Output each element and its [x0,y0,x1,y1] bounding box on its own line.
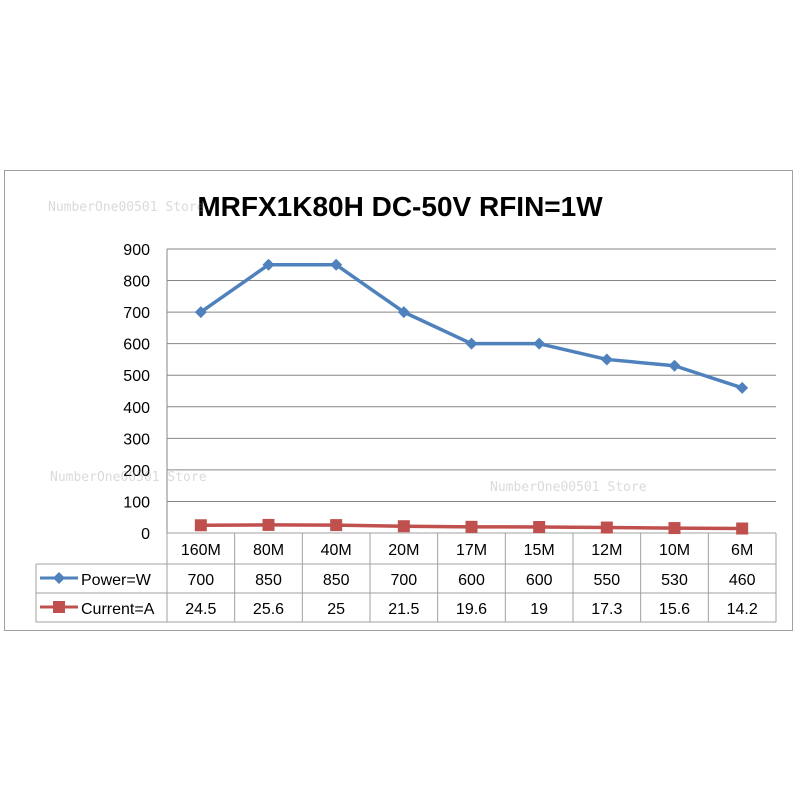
watermark: NumberOne00501 Store [48,200,205,215]
legend-diamond-marker [53,572,65,584]
table-value: 600 [526,572,553,589]
category-label: 12M [591,542,622,559]
category-label: 40M [321,542,352,559]
y-tick-label: 300 [123,431,150,448]
category-label: 160M [181,542,221,559]
table-value: 19 [530,601,548,618]
data-point-diamond [262,258,275,271]
data-point-square [465,520,478,533]
y-tick-label: 700 [123,305,150,322]
table-value: 850 [255,572,282,589]
series-line [199,263,743,390]
y-tick-label: 0 [141,526,150,543]
data-point-diamond [736,381,749,394]
data-point-diamond [397,306,410,319]
table-value: 25.6 [253,601,284,618]
y-tick-label: 600 [123,337,150,354]
y-tick-label: 100 [123,494,150,511]
category-label: 80M [253,542,284,559]
table-value: 460 [729,572,756,589]
y-tick-label: 500 [123,368,150,385]
table-value: 15.6 [659,601,690,618]
table-value: 530 [661,572,688,589]
y-tick-label: 400 [123,400,150,417]
data-point-diamond [194,306,207,319]
data-point-diamond [330,258,343,271]
table-value: 700 [390,572,417,589]
data-point-square [330,519,343,532]
table-value: 14.2 [727,601,758,618]
table-value: 700 [187,572,214,589]
table-value: 24.5 [185,601,216,618]
data-point-square [668,522,681,535]
category-label: 15M [524,542,555,559]
category-label: 20M [388,542,419,559]
chart-title: MRFX1K80H DC-50V RFIN=1W [197,191,603,222]
data-point-square [600,521,613,534]
table-value: 25 [327,601,345,618]
table-value: 600 [458,572,485,589]
legend-label: Current=A [81,601,155,618]
category-label: 17M [456,542,487,559]
y-tick-label: 200 [123,463,150,480]
data-point-square [262,518,275,531]
data-point-square [533,521,546,534]
legend-label: Power=W [81,572,152,589]
data-point-diamond [668,359,681,372]
category-label: 6M [731,542,753,559]
category-label: 10M [659,542,690,559]
data-point-diamond [600,353,613,366]
y-tick-label: 900 [123,242,150,259]
table-value: 550 [593,572,620,589]
watermark: NumberOne00501 Store [490,480,647,495]
data-point-diamond [533,337,546,350]
table-value: 17.3 [591,601,622,618]
legend-square-marker [53,601,65,613]
data-point-diamond [465,337,478,350]
watermark: NumberOne00501 Store [50,470,207,485]
data-point-square [736,522,749,535]
data-point-square [397,520,410,533]
data-point-square [194,519,207,532]
table-value: 21.5 [388,601,419,618]
chart-frame [4,170,793,631]
table-value: 19.6 [456,601,487,618]
y-tick-label: 800 [123,274,150,291]
table-value: 850 [323,572,350,589]
